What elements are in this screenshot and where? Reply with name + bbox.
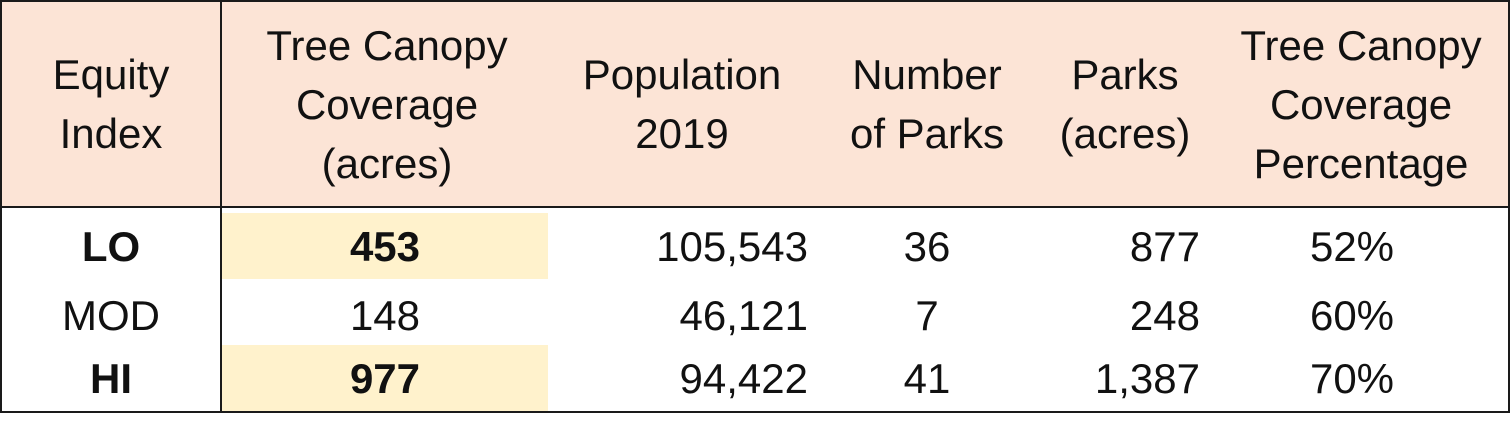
- header-number-of-parks: Number of Parks: [849, 51, 1005, 157]
- cell-parks-acres: 877: [1129, 223, 1200, 270]
- highlight-cell: [222, 345, 548, 411]
- header-canopy-percentage: Tree Canopy Coverage Percentage: [1240, 21, 1482, 187]
- cell-equity-index: MOD: [62, 292, 160, 339]
- table-row: HI 977 94,422 41 1,387 70%: [2, 345, 1508, 413]
- table-row: MOD 148 46,121 7 248 60%: [2, 282, 1508, 350]
- cell-population-2019: 105,543: [656, 223, 808, 270]
- cell-equity-index: LO: [81, 223, 141, 270]
- table-row: LO 453 105,543 36 877 52%: [2, 213, 1508, 281]
- cell-number-of-parks: 36: [903, 223, 951, 270]
- cell-tree-canopy-acres: 977: [349, 355, 421, 402]
- column-divider: [220, 2, 222, 411]
- cell-population-2019: 94,422: [679, 355, 808, 402]
- header-tree-canopy-acres: Tree Canopy Coverage (acres): [266, 21, 508, 187]
- cell-population-2019: 46,121: [679, 292, 808, 339]
- header-population-2019: Population 2019: [582, 51, 782, 157]
- cell-parks-acres: 1,387: [1094, 355, 1200, 402]
- highlight-cell: [222, 213, 548, 279]
- cell-equity-index: HI: [90, 355, 132, 402]
- header-parks-acres: Parks (acres): [1059, 51, 1191, 157]
- table-header: Equity Index Tree Canopy Coverage (acres…: [2, 2, 1508, 208]
- cell-parks-acres: 248: [1129, 292, 1200, 339]
- equity-table: Equity Index Tree Canopy Coverage (acres…: [0, 0, 1510, 413]
- header-equity-index: Equity Index: [52, 51, 170, 157]
- cell-canopy-percentage: 70%: [1309, 355, 1395, 402]
- cell-canopy-percentage: 52%: [1309, 223, 1395, 270]
- cell-number-of-parks: 7: [915, 292, 939, 339]
- cell-tree-canopy-acres: 453: [349, 223, 421, 270]
- cell-number-of-parks: 41: [903, 355, 951, 402]
- cell-canopy-percentage: 60%: [1309, 292, 1395, 339]
- cell-tree-canopy-acres: 148: [349, 292, 421, 339]
